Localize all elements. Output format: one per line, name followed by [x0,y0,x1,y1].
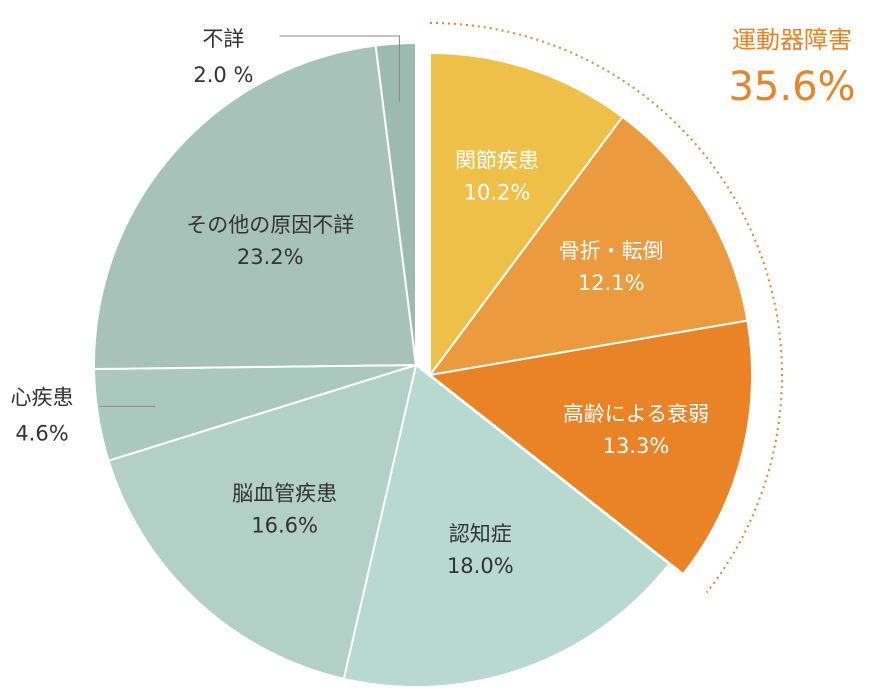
slice-label-2: 骨折・転倒 [559,239,664,263]
slice-label-3: 高齢による衰弱 [563,402,709,426]
slice-value-3: 13.3% [603,434,670,458]
slice-value-7: 23.2% [237,245,304,269]
slice-label-7: その他の原因不詳 [186,213,354,237]
slice-value-1: 10.2% [464,180,531,204]
group-label: 運動器障害 [732,26,852,54]
pie-slice-3 [427,319,753,576]
pie-slice-8 [374,41,417,366]
pie-slice-2 [427,115,749,377]
pie-slice-4 [342,363,671,689]
pie-slices [93,41,753,689]
slice-label-1: 関節疾患 [455,148,539,172]
group-value: 35.6% [728,64,855,110]
pie-slice-5 [107,363,418,680]
pie-labels: 関節疾患 10.2% 骨折・転倒 12.1% 高齢による衰弱 13.3% 認知症 18.0% 脳… [11,22,856,594]
slice-value-8: 2.0 % [193,63,253,87]
slice-label-4: 認知症 [449,522,512,546]
slice-value-2: 12.1% [578,271,645,295]
pie-slice-1 [429,51,624,379]
slice-value-4: 18.0% [447,554,514,578]
leader-line-8 [279,35,400,102]
slice-label-5: 脳血管疾患 [232,482,337,506]
pie-slice-7 [93,44,418,371]
slice-label-6: 心疾患 [11,385,74,409]
slice-label-8: 不詳 [202,27,244,51]
group-arc [429,22,783,594]
slice-value-5: 16.6% [251,514,318,538]
slice-value-6: 4.6% [15,421,68,445]
